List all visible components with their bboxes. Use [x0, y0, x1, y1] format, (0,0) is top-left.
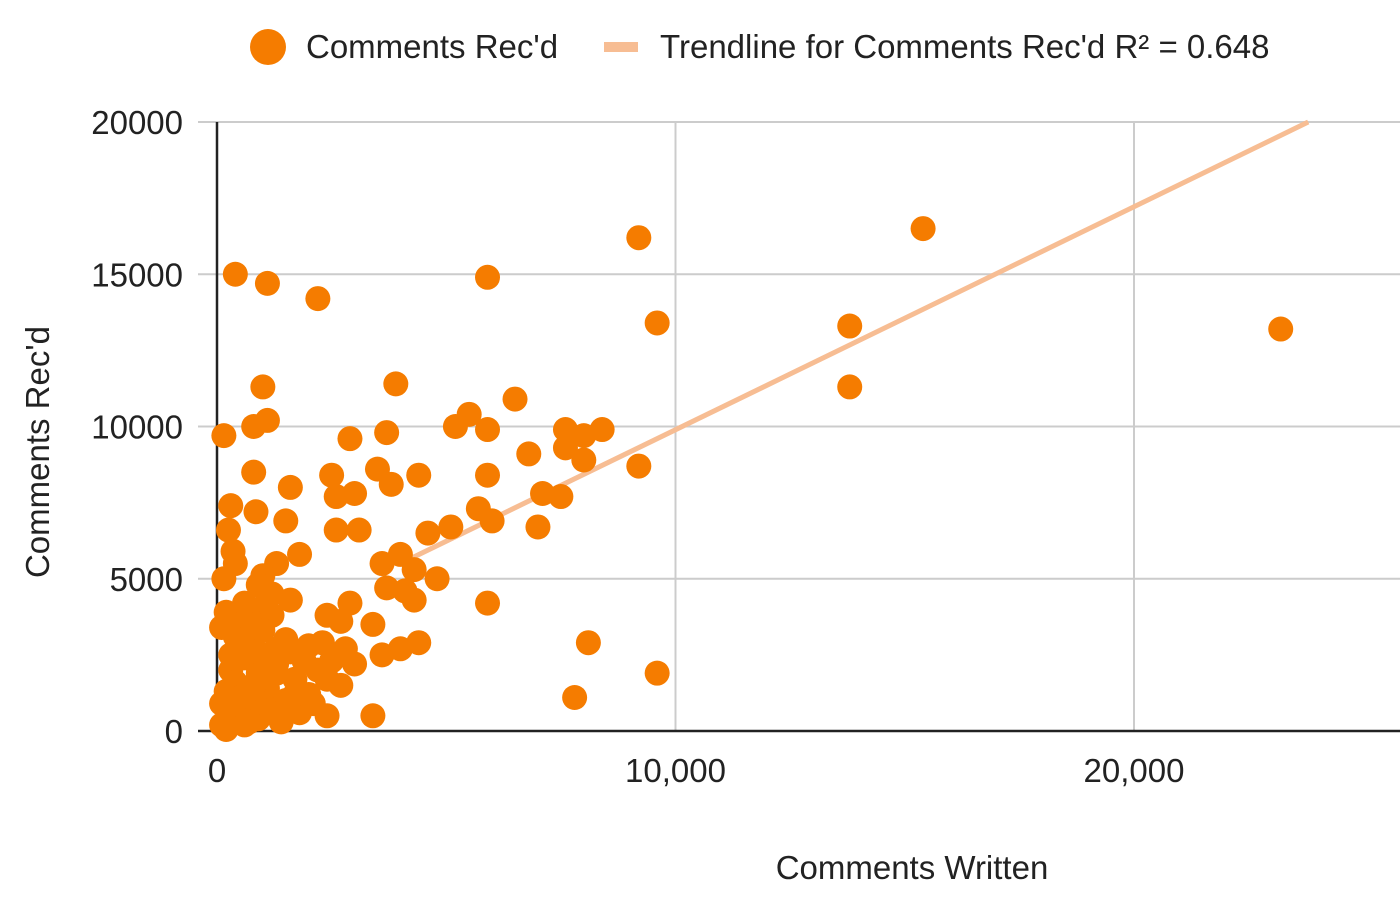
data-point: [222, 261, 248, 287]
data-point: [644, 310, 670, 336]
data-point: [571, 423, 597, 449]
y-tick-label: 20000: [91, 104, 183, 141]
data-point: [369, 642, 395, 668]
data-point: [475, 462, 501, 488]
data-point: [479, 508, 505, 534]
legend-label-comments-recd: Comments Rec'd: [306, 28, 559, 65]
data-point: [552, 435, 578, 461]
data-point: [401, 557, 427, 583]
data-point: [475, 590, 501, 616]
legend-label-trendline: Trendline for Comments Rec'd R² = 0.648: [660, 28, 1270, 65]
data-point: [910, 216, 936, 242]
data-point: [254, 270, 280, 296]
data-point: [236, 709, 262, 735]
y-tick-label: 0: [165, 713, 183, 750]
data-point: [273, 508, 299, 534]
data-point: [243, 499, 269, 525]
data-point: [475, 417, 501, 443]
data-point: [548, 484, 574, 510]
y-tick-label: 10000: [91, 409, 183, 446]
data-point: [346, 517, 372, 543]
data-point: [241, 459, 267, 485]
data-point: [571, 447, 597, 473]
data-point: [626, 453, 652, 479]
data-point: [218, 493, 244, 519]
data-point: [516, 441, 542, 467]
gridlines: [198, 121, 1400, 731]
data-point: [323, 517, 349, 543]
data-point: [415, 520, 441, 546]
y-axis-title: Comments Rec'd: [19, 325, 56, 579]
data-point: [626, 225, 652, 251]
data-point: [218, 642, 244, 668]
data-point: [264, 660, 290, 686]
data-point: [268, 700, 294, 726]
data-point: [300, 691, 326, 717]
data-point: [530, 480, 556, 506]
data-point: [232, 590, 258, 616]
data-point: [211, 423, 237, 449]
data-point: [360, 611, 386, 637]
data-point: [378, 471, 404, 497]
data-point: [837, 313, 863, 339]
data-point: [254, 407, 280, 433]
data-points: [209, 216, 1294, 742]
y-tick-label: 5000: [110, 561, 183, 598]
data-point: [277, 639, 303, 665]
data-point: [337, 426, 363, 452]
data-point: [406, 462, 432, 488]
data-point: [250, 374, 276, 400]
legend: Comments Rec'd Trendline for Comments Re…: [250, 28, 1269, 66]
data-point: [360, 703, 386, 729]
data-point: [1268, 316, 1294, 342]
data-point: [442, 414, 468, 439]
data-point: [287, 541, 313, 567]
data-point: [374, 420, 400, 446]
data-point: [383, 371, 409, 397]
data-point: [575, 630, 601, 656]
data-point: [319, 462, 345, 488]
data-point: [215, 517, 241, 543]
data-point: [502, 386, 528, 412]
data-point: [218, 688, 244, 714]
data-point: [328, 672, 354, 698]
data-point: [213, 716, 239, 742]
data-point: [837, 374, 863, 400]
data-point: [644, 660, 670, 686]
y-tick-label: 15000: [91, 256, 183, 293]
data-point: [323, 642, 349, 668]
x-axis-title: Comments Written: [775, 849, 1049, 886]
legend-marker-trendline: [604, 42, 639, 52]
tick-labels: 0 5000 10000 15000 20000 0 10,000 20,000: [91, 104, 1184, 789]
data-point: [374, 575, 400, 601]
data-point: [245, 572, 271, 598]
data-point: [562, 685, 588, 711]
data-point: [211, 566, 237, 592]
data-point: [305, 286, 331, 312]
data-point: [424, 566, 450, 592]
data-point: [475, 264, 501, 290]
data-point: [328, 608, 354, 634]
data-point: [323, 484, 349, 510]
data-point: [277, 474, 303, 500]
data-point: [401, 587, 427, 613]
data-point: [438, 514, 464, 540]
data-point: [342, 480, 368, 506]
x-tick-label: 0: [208, 752, 226, 789]
x-tick-label: 20,000: [1084, 752, 1185, 789]
data-point: [525, 514, 551, 540]
x-tick-label: 10,000: [625, 752, 726, 789]
legend-marker-comments-recd: [250, 29, 286, 65]
